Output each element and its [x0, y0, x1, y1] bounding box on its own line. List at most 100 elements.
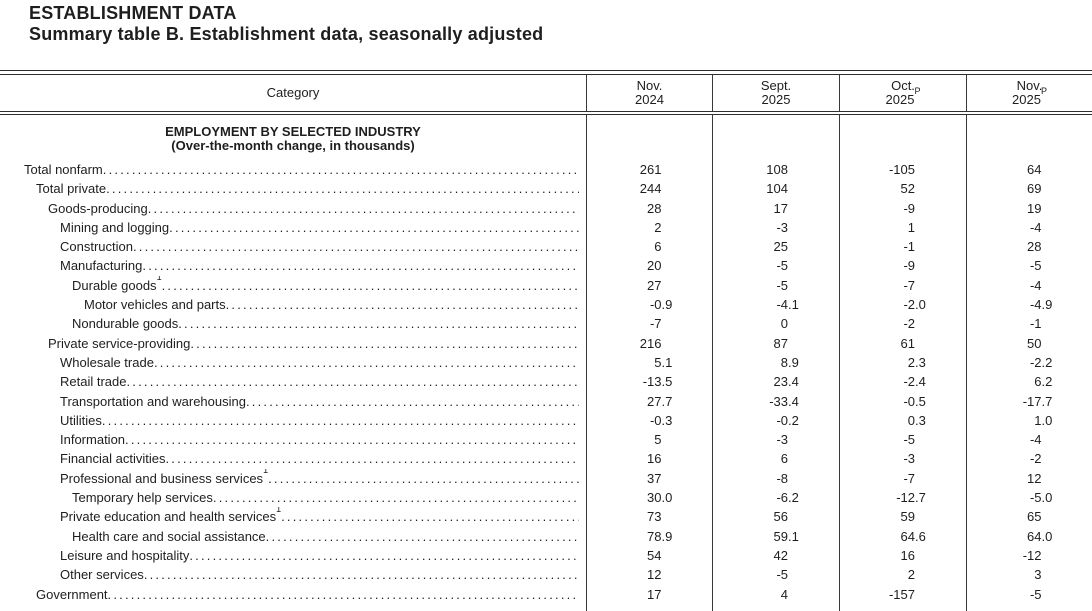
row-label: Health care and social assistance — [72, 528, 266, 544]
row-value: -2 — [839, 314, 966, 334]
row-value: -6.2 — [712, 488, 839, 508]
row-value: -13.5 — [586, 372, 712, 392]
document-title-block: ESTABLISHMENT DATA Summary table B. Esta… — [29, 3, 543, 45]
row-value: -4 — [966, 275, 1092, 296]
dot-leader — [154, 353, 579, 372]
row-value: 261 — [586, 160, 712, 180]
row-category: Goods-producing — [0, 199, 586, 218]
row-value: 244 — [586, 179, 712, 199]
row-label: Private education and health services1 — [0, 507, 281, 526]
table-bottom-filler — [0, 603, 1092, 611]
empty-cell — [712, 115, 839, 160]
row-value: 87 — [712, 333, 839, 353]
dot-leader — [142, 256, 579, 275]
section-kicker: ESTABLISHMENT DATA — [29, 3, 237, 23]
row-value: 20 — [586, 256, 712, 276]
row-category: Temporary help services — [0, 488, 586, 507]
row-value: -17.7 — [966, 391, 1092, 411]
row-value: 69 — [966, 179, 1092, 199]
table-header-row: Category Nov. 2024 Sept. 2025 Oct. 2025P… — [0, 74, 1092, 111]
footnote-marker: 1 — [156, 275, 162, 283]
row-value: -7 — [586, 314, 712, 334]
row-label: Government — [36, 586, 108, 602]
dot-leader — [106, 179, 579, 198]
row-category: Utilities — [0, 411, 586, 430]
row-category: Leisure and hospitality — [0, 546, 586, 565]
row-value: 30.0 — [586, 488, 712, 508]
row-value: 12 — [966, 468, 1092, 489]
row-value: -5 — [712, 256, 839, 276]
row-value: -3 — [712, 217, 839, 238]
row-category: Financial activities — [0, 449, 586, 468]
row-value: 17 — [712, 198, 839, 218]
row-value: -2.2 — [966, 352, 1092, 373]
dot-leader — [166, 449, 580, 468]
dot-leader — [108, 585, 579, 604]
row-label: Temporary help services — [72, 490, 213, 506]
row-category: Retail trade — [0, 372, 586, 391]
section-header-row: EMPLOYMENT BY SELECTED INDUSTRY (Over-th… — [0, 115, 1092, 160]
row-value: -0.3 — [586, 410, 712, 431]
table-row: Information 5-3-5-4 — [0, 430, 1092, 450]
row-value: -5 — [712, 565, 839, 585]
table-row: Manufacturing20-5-9-5 — [0, 256, 1092, 276]
row-value: 16 — [839, 545, 966, 566]
row-label: Professional and business services1 — [0, 469, 268, 488]
row-label: Other services — [60, 567, 144, 583]
table-row: Mining and logging 2-31-4 — [0, 217, 1092, 238]
dot-leader — [178, 314, 579, 333]
table-row: Nondurable goods -70-2-1 — [0, 314, 1092, 334]
row-category: Private service-providing — [0, 334, 586, 353]
row-value: -5 — [966, 256, 1092, 276]
table-row: Motor vehicles and parts -0.9-4.1-2.0-4.9 — [0, 295, 1092, 315]
footnote-marker: 1 — [263, 468, 269, 476]
row-value: -4.1 — [712, 295, 839, 315]
row-value: 78.9 — [586, 526, 712, 546]
dot-leader — [169, 218, 579, 237]
row-category: Information — [0, 430, 586, 449]
row-value: 19 — [966, 198, 1092, 218]
dot-leader — [103, 160, 579, 179]
row-value: -7 — [839, 275, 966, 296]
row-value: 28 — [966, 237, 1092, 257]
table-row: Health care and social assistance 78.959.… — [0, 526, 1092, 546]
row-value: 2.3 — [839, 352, 966, 373]
row-label: Transportation and warehousing — [60, 393, 246, 409]
row-value: 64 — [966, 160, 1092, 180]
row-value: 5.1 — [586, 352, 712, 373]
row-value: 8.9 — [712, 352, 839, 373]
row-value: 52 — [839, 179, 966, 199]
row-value: -3 — [839, 449, 966, 469]
table-row: Professional and business services1 37-8-… — [0, 468, 1092, 489]
dot-leader — [213, 488, 579, 507]
row-label: Mining and logging — [60, 219, 170, 235]
row-category: Total nonfarm — [0, 160, 586, 179]
row-value: -0.9 — [586, 295, 712, 315]
table-row: Construction 625-128 — [0, 237, 1092, 257]
establishment-data-table: Category Nov. 2024 Sept. 2025 Oct. 2025P… — [0, 70, 1092, 611]
row-label: Total private — [36, 181, 107, 197]
row-value: -7 — [839, 468, 966, 489]
row-value: 64.0 — [966, 526, 1092, 546]
row-category: Durable goods1 — [0, 276, 586, 295]
table-row: Temporary help services 30.0-6.2-12.7-5.0 — [0, 488, 1092, 508]
row-value: -4 — [966, 430, 1092, 450]
dot-leader — [226, 295, 579, 314]
row-value: -4.9 — [966, 295, 1092, 315]
row-value: 50 — [966, 333, 1092, 353]
row-value: -2.4 — [839, 372, 966, 392]
column-header-nov-2024: Nov. 2024 — [586, 74, 712, 111]
row-category: Total private — [0, 179, 586, 198]
dot-leader — [268, 469, 579, 488]
row-value: 4 — [712, 584, 839, 604]
empty-cell — [839, 115, 966, 160]
row-label: Nondurable goods — [72, 316, 179, 332]
row-value: 56 — [712, 507, 839, 527]
dot-leader — [189, 546, 579, 565]
table-row: Government 174-157-5 — [0, 584, 1092, 604]
column-header-nov-2025: Nov. 2025P — [966, 74, 1092, 111]
row-category: Private education and health services1 — [0, 507, 586, 526]
row-value: 42 — [712, 545, 839, 566]
row-category: Health care and social assistance — [0, 527, 586, 546]
